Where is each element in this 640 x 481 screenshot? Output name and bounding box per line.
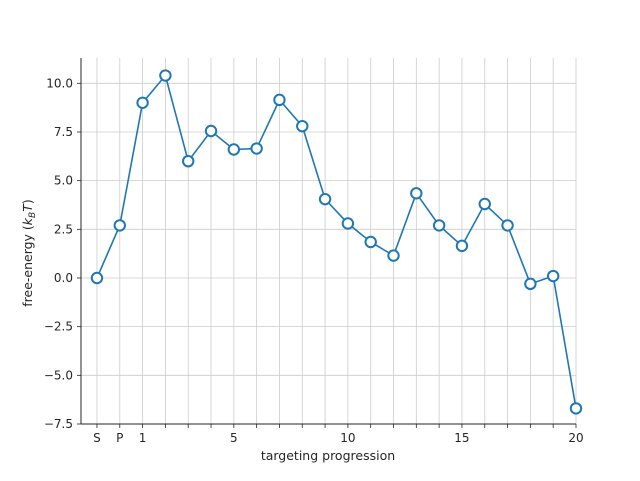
y-axis-label: free-energy (kBT) xyxy=(20,199,38,307)
x-tick-label: P xyxy=(116,431,123,445)
y-axis-label-sub: B xyxy=(28,212,38,218)
data-point xyxy=(410,187,423,200)
data-point xyxy=(113,219,126,232)
data-point xyxy=(318,192,332,206)
data-point xyxy=(159,69,172,82)
data-point xyxy=(204,124,218,138)
y-tick-label: 7.5 xyxy=(54,125,73,139)
data-point xyxy=(524,277,537,291)
data-point xyxy=(455,239,469,253)
x-tick-label: S xyxy=(93,431,101,445)
data-point xyxy=(432,219,446,232)
series-line xyxy=(96,73,577,409)
x-tick-label: 10 xyxy=(340,431,355,445)
data-point xyxy=(364,235,377,249)
data-point xyxy=(250,142,263,155)
y-axis-label-t: T xyxy=(20,203,35,212)
y-tick-label: −7.5 xyxy=(44,417,73,431)
data-point xyxy=(273,93,286,107)
y-tick-label: −5.0 xyxy=(44,368,73,382)
grid-layer xyxy=(81,58,577,425)
data-point xyxy=(569,402,583,415)
x-tick-label: 1 xyxy=(139,431,147,445)
x-tick-label: 5 xyxy=(230,431,238,445)
y-tick-label: 0.0 xyxy=(54,271,73,285)
data-point xyxy=(136,96,149,109)
y-axis-label-main: free-energy ( xyxy=(20,225,35,307)
x-axis-label: targeting progression xyxy=(261,448,395,463)
data-point xyxy=(501,219,514,232)
x-tick-label: 20 xyxy=(568,431,583,445)
y-tick-label: 2.5 xyxy=(54,222,73,236)
data-point xyxy=(341,217,355,230)
y-axis-label-k: k xyxy=(20,217,35,225)
y-tick-label: 10.0 xyxy=(46,76,73,90)
data-point xyxy=(90,271,104,285)
axes-layer xyxy=(80,58,576,425)
y-axis-label-close: ) xyxy=(20,199,35,204)
data-point xyxy=(296,119,309,133)
y-tick-label: 5.0 xyxy=(54,174,73,188)
data-point xyxy=(387,249,400,262)
data-point xyxy=(546,269,560,283)
data-point xyxy=(227,143,241,156)
data-point xyxy=(478,197,491,211)
x-tick-label: 15 xyxy=(454,431,469,445)
series-layer xyxy=(90,69,583,415)
y-tick-label: −2.5 xyxy=(44,320,73,334)
data-point xyxy=(182,154,195,168)
